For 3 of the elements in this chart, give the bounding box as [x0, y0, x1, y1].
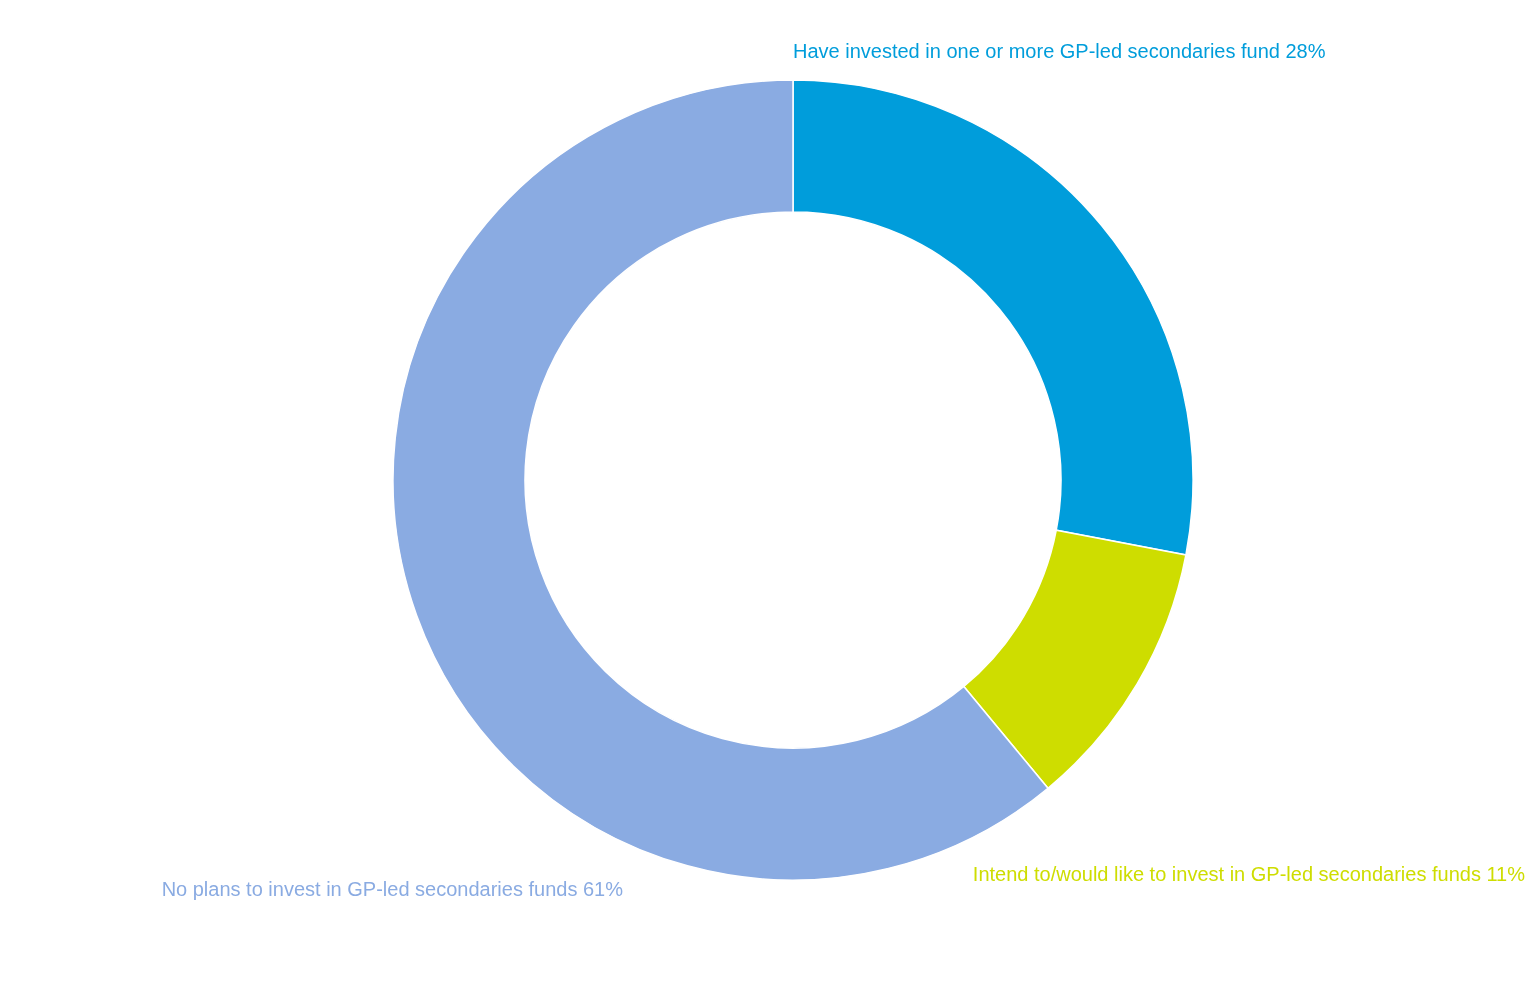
- slice-label: No plans to invest in GP-led secondaries funds 61%: [161, 878, 624, 900]
- slice-label: Intend to/would like to invest in GP-led secondaries funds 11%: [972, 863, 1526, 885]
- slice-label: Have invested in one or more GP-led secondaries fund 28%: [793, 40, 1326, 62]
